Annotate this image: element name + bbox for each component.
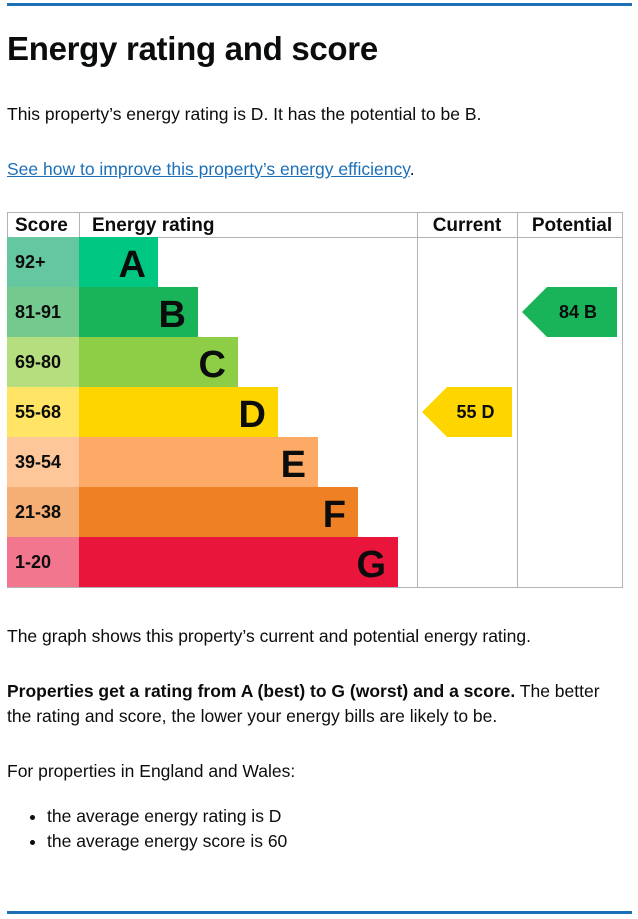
band-bar-c <box>79 337 238 387</box>
band-bar-f <box>79 487 358 537</box>
rating-explanation-bold: Properties get a rating from A (best) to… <box>7 681 516 701</box>
band-letter-f: F <box>323 494 346 536</box>
energy-rating-chart: Score Energy rating Current Potential 92… <box>7 212 623 588</box>
score-cell-d <box>7 387 79 437</box>
band-letter-a: A <box>119 244 146 286</box>
band-row-g: 1-20 G <box>7 537 398 587</box>
improve-link-paragraph: See how to improve this property’s energ… <box>7 157 627 182</box>
current-rating-pointer: 55 D <box>422 387 512 437</box>
improve-efficiency-link[interactable]: See how to improve this property’s energ… <box>7 159 410 179</box>
rating-summary: This property’s energy rating is D. It h… <box>7 104 482 124</box>
energy-rating-column-header: Energy rating <box>92 215 214 236</box>
rating-explanation-rest: The better the rating and score, the low… <box>7 681 600 726</box>
potential-column-header: Potential <box>532 215 612 236</box>
band-row-c: 69-80 C <box>7 337 238 387</box>
band-row-b: 81-91 B <box>7 287 198 337</box>
band-bar-a <box>79 237 158 287</box>
graph-explanation: The graph shows this property’s current … <box>7 626 532 646</box>
rating-pointers: 55 D 84 B <box>422 287 617 437</box>
rating-explanation: Properties get a rating from A (best) to… <box>7 679 627 729</box>
band-row-a: 92+ A <box>7 237 158 287</box>
averages-list: the average energy rating is D the avera… <box>7 804 627 854</box>
average-rating-item: the average energy rating is D <box>47 804 627 829</box>
chart-header: Score Energy rating Current Potential <box>15 215 612 236</box>
top-rule <box>7 3 632 6</box>
score-range-a: 92+ <box>15 252 46 272</box>
potential-rating-pointer-arrow <box>522 287 617 337</box>
band-bar-b <box>79 287 198 337</box>
band-letter-g: G <box>356 544 386 586</box>
current-column-header: Current <box>433 215 502 236</box>
band-letter-d: D <box>239 394 266 436</box>
page-title: Energy rating and score <box>7 30 378 67</box>
potential-rating-pointer-label: 84 B <box>559 302 597 322</box>
score-column-header: Score <box>15 215 68 236</box>
score-range-e: 39-54 <box>15 452 61 472</box>
score-cell-g <box>7 537 79 587</box>
averages-intro: For properties in England and Wales: <box>7 761 296 781</box>
band-row-f: 21-38 F <box>7 487 358 537</box>
band-letter-c: C <box>199 344 226 386</box>
band-bar-g <box>79 537 398 587</box>
score-cell-e <box>7 437 79 487</box>
score-range-g: 1-20 <box>15 552 51 572</box>
current-rating-pointer-arrow <box>422 387 512 437</box>
link-suffix: . <box>409 159 415 179</box>
band-bar-d <box>79 387 278 437</box>
band-row-e: 39-54 E <box>7 437 318 487</box>
score-cell-f <box>7 487 79 537</box>
score-cell-c <box>7 337 79 387</box>
score-range-c: 69-80 <box>15 352 61 372</box>
score-range-d: 55-68 <box>15 402 61 422</box>
score-range-b: 81-91 <box>15 302 61 322</box>
rating-bands: 92+ A 81-91 B 69-80 C 55-68 D 39-54 E 21-38 F 1-20 G <box>7 237 398 587</box>
score-cell-a <box>7 237 79 287</box>
band-row-d: 55-68 D <box>7 387 278 437</box>
score-range-f: 21-38 <box>15 502 61 522</box>
current-rating-pointer-label: 55 D <box>456 402 494 422</box>
band-bar-e <box>79 437 318 487</box>
potential-rating-pointer: 84 B <box>522 287 617 337</box>
band-letter-b: B <box>159 294 186 336</box>
score-cell-b <box>7 287 79 337</box>
band-letter-e: E <box>281 444 306 486</box>
bottom-rule <box>7 911 632 914</box>
average-score-item: the average energy score is 60 <box>47 829 627 854</box>
